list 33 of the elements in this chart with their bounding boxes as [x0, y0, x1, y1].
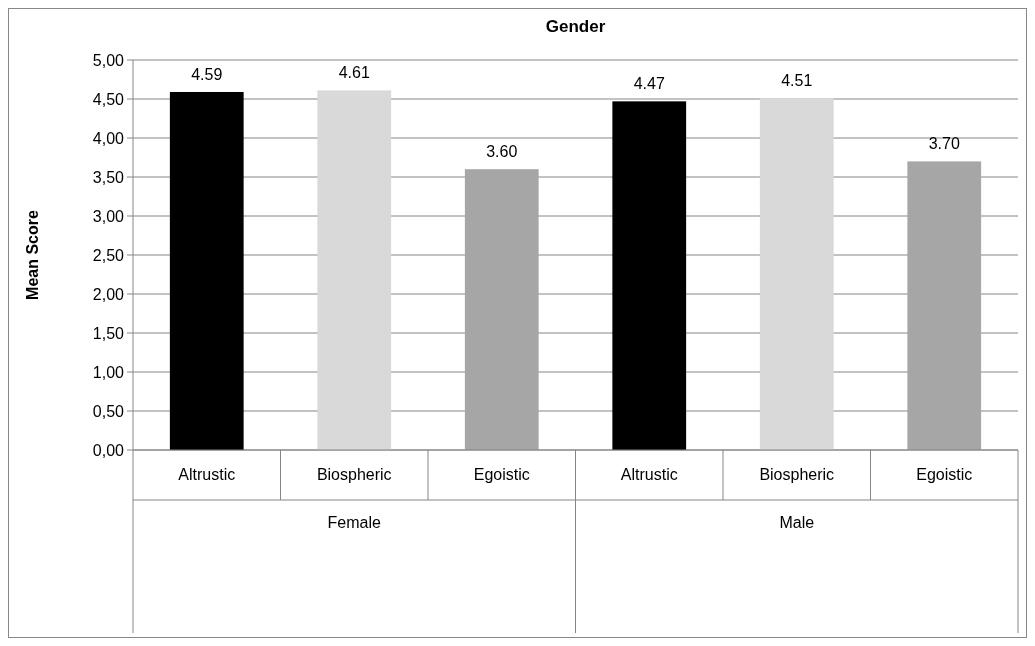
data-label: 3.60	[486, 143, 518, 161]
x-tick-label: Altrustic	[178, 466, 236, 483]
data-label: 4.61	[338, 64, 370, 82]
x-tick-label: Egoistic	[916, 466, 973, 483]
bar	[169, 91, 244, 450]
chart-title: Gender	[545, 17, 606, 36]
y-tick-label: 5,00	[92, 51, 125, 69]
y-tick-label: 3,50	[92, 168, 125, 186]
bar	[907, 161, 982, 450]
text: Male	[779, 514, 815, 531]
bar	[612, 101, 687, 450]
bar	[464, 169, 539, 450]
y-tick-label: 4,00	[92, 129, 125, 147]
bar	[759, 98, 834, 450]
y-tick-label: 3,00	[92, 207, 125, 225]
y-tick-label: 0,50	[92, 402, 125, 420]
x-tick-label: Altrustic	[620, 466, 678, 483]
x-tick-label: Egoistic	[473, 466, 530, 483]
y-tick-label: 1,00	[92, 363, 125, 381]
y-tick-label: 2,50	[92, 246, 125, 264]
data-label: 4.47	[633, 75, 665, 93]
y-axis-title: Mean Score	[24, 209, 41, 300]
y-tick-label: 4,50	[92, 90, 125, 108]
x-tick-label: Biospheric	[316, 466, 392, 483]
y-tick-label: 1,50	[92, 324, 125, 342]
text: Female	[327, 514, 382, 531]
data-label: 4.51	[781, 72, 813, 90]
data-label: 4.59	[191, 65, 223, 83]
y-tick-label: 0,00	[92, 441, 125, 459]
y-tick-label: 2,00	[92, 285, 125, 303]
data-label: 3.70	[928, 135, 960, 153]
x-tick-label: Biospheric	[759, 466, 835, 483]
bar	[317, 90, 392, 450]
